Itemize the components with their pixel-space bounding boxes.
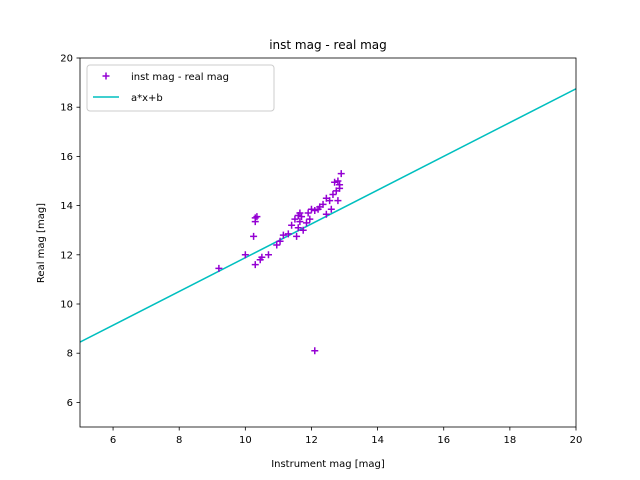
scatter-point	[251, 214, 259, 222]
scatter-point	[334, 177, 342, 185]
legend-frame	[86, 64, 275, 112]
scatter-point	[241, 251, 249, 259]
scatter-point	[253, 213, 261, 221]
y-tick-label: 18	[60, 103, 73, 114]
scatter-point	[294, 224, 302, 232]
scatter-point	[336, 181, 344, 189]
scatter-point	[284, 230, 292, 238]
scatter-point	[337, 170, 345, 178]
x-tick-label: 16	[437, 435, 450, 446]
scatter-point	[296, 209, 304, 217]
legend-scatter-plus	[102, 72, 110, 80]
scatter-point	[319, 200, 327, 208]
x-tick-label: 18	[503, 435, 516, 446]
scatter-point	[326, 197, 334, 205]
scatter-point	[215, 264, 223, 272]
x-tick-label: 8	[176, 435, 182, 446]
scatter-point	[288, 221, 296, 229]
fit-line	[80, 88, 576, 343]
scatter-point	[264, 251, 272, 259]
plot-area: 6 8 10 12 14 16 18 20 6 8 10 12 14 16 18 20	[60, 54, 582, 447]
scatter-point	[306, 215, 314, 223]
scatter-point	[276, 237, 284, 245]
x-tick-label: 14	[371, 435, 384, 446]
legend-label-line: a*x+b	[131, 93, 163, 104]
scatter-point	[331, 178, 339, 186]
scatter-point	[334, 197, 342, 205]
y-tick-label: 6	[67, 398, 73, 409]
x-tick-label: 10	[239, 435, 252, 446]
legend-label-scatter: inst mag - real mag	[131, 72, 229, 83]
y-tick-label: 20	[60, 54, 73, 65]
x-tick-label: 12	[305, 435, 318, 446]
scatter-point	[311, 207, 319, 215]
scatter-point	[304, 209, 312, 217]
scatter-point	[251, 261, 259, 269]
y-tick-label: 8	[67, 349, 73, 360]
scatter-point	[329, 191, 337, 199]
x-tick-label: 20	[570, 435, 583, 446]
scatter-point	[258, 253, 266, 261]
scatter-point	[303, 219, 311, 227]
y-tick-label: 12	[60, 250, 73, 261]
chart-title: inst mag - real mag	[269, 38, 387, 52]
scatter-point	[273, 241, 281, 249]
scatter-point	[322, 210, 330, 218]
legend: inst mag - real mag a*x+b	[86, 64, 275, 112]
scatter-point	[311, 347, 319, 355]
scatter-point	[299, 226, 307, 234]
scatter-point	[307, 205, 315, 213]
y-tick-label: 16	[60, 152, 73, 163]
x-axis-label: Instrument mag [mag]	[271, 459, 385, 470]
scatter-point	[298, 213, 306, 221]
y-tick-label: 10	[60, 300, 73, 311]
x-tick-label: 6	[110, 435, 116, 446]
legend-scatter-marker	[102, 72, 110, 80]
scatter-point	[293, 232, 301, 240]
scatter-point	[250, 232, 258, 240]
scatter-point	[296, 218, 304, 226]
scatter-point	[327, 205, 335, 213]
scatter-point	[291, 215, 299, 223]
y-axis-label: Real mag [mag]	[36, 203, 47, 283]
y-tick-label: 14	[60, 201, 73, 212]
axes-frame	[79, 57, 577, 428]
scatter-point	[279, 231, 287, 239]
